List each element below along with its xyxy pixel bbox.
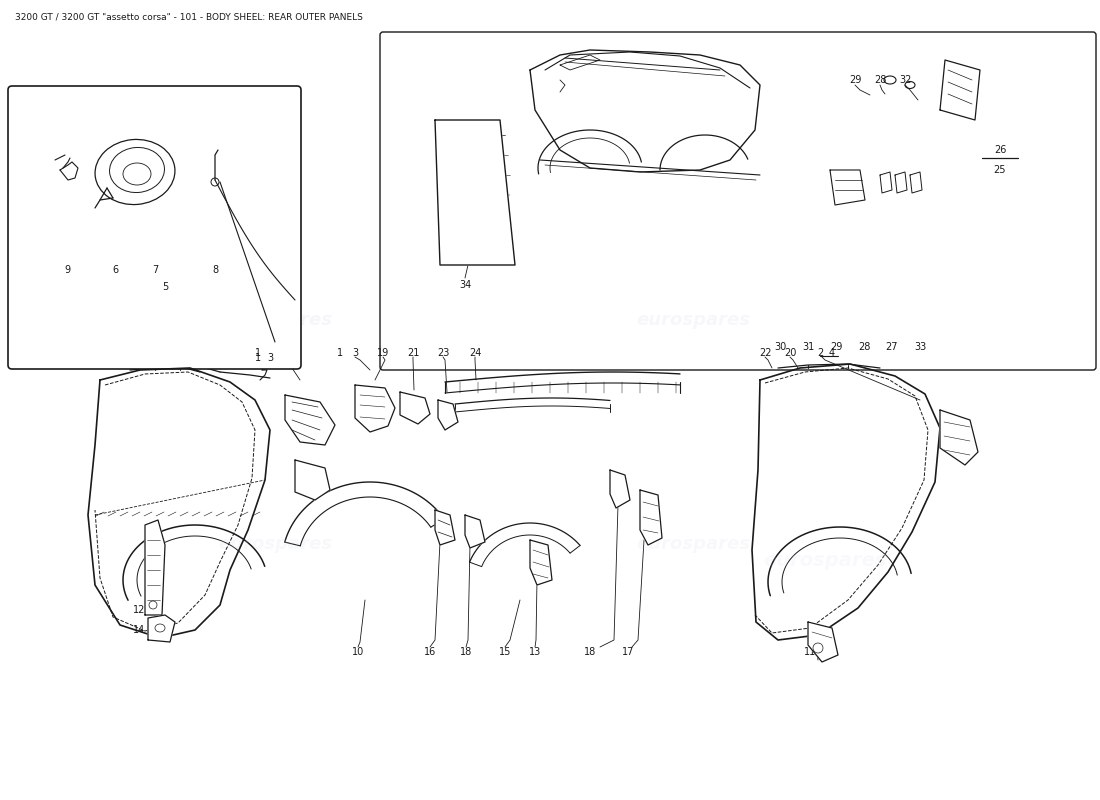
Text: eurospares: eurospares [218, 535, 332, 553]
Text: 18: 18 [584, 647, 596, 657]
Text: eurospares: eurospares [636, 311, 750, 329]
Polygon shape [434, 510, 455, 545]
Text: 5: 5 [162, 282, 168, 292]
Text: 15: 15 [498, 647, 512, 657]
Polygon shape [400, 392, 430, 424]
Polygon shape [438, 400, 458, 430]
Polygon shape [285, 395, 336, 445]
Polygon shape [530, 540, 552, 585]
Text: 17: 17 [621, 647, 635, 657]
Text: 33: 33 [914, 342, 926, 352]
Text: 7: 7 [152, 265, 158, 275]
FancyBboxPatch shape [8, 86, 301, 369]
Text: 25: 25 [993, 165, 1007, 175]
Text: 31: 31 [802, 342, 814, 352]
FancyBboxPatch shape [379, 32, 1096, 370]
Text: eurospares: eurospares [218, 311, 332, 329]
Text: 21: 21 [407, 348, 419, 358]
Text: 13: 13 [529, 647, 541, 657]
Text: 28: 28 [858, 342, 870, 352]
Text: 2: 2 [817, 348, 823, 358]
Text: 19: 19 [377, 348, 389, 358]
Text: 10: 10 [352, 647, 364, 657]
Polygon shape [295, 460, 330, 500]
Polygon shape [465, 515, 485, 548]
Text: 1: 1 [337, 348, 343, 358]
Text: 3: 3 [267, 353, 273, 363]
Text: 12: 12 [133, 605, 145, 615]
Text: 32: 32 [899, 75, 911, 85]
Polygon shape [640, 490, 662, 545]
Text: 8: 8 [212, 265, 218, 275]
Polygon shape [145, 520, 165, 615]
Polygon shape [940, 60, 980, 120]
Text: 28: 28 [873, 75, 887, 85]
Text: 9: 9 [64, 265, 70, 275]
Text: 14: 14 [133, 625, 145, 635]
Text: 4: 4 [829, 348, 835, 358]
Text: 22: 22 [759, 348, 771, 358]
Text: 11: 11 [804, 647, 816, 657]
Text: 20: 20 [784, 348, 796, 358]
Polygon shape [148, 615, 175, 642]
Text: 18: 18 [460, 647, 472, 657]
Polygon shape [808, 622, 838, 662]
Text: 3: 3 [352, 348, 359, 358]
Text: 24: 24 [469, 348, 481, 358]
Polygon shape [434, 120, 515, 265]
Text: 26: 26 [993, 145, 1007, 155]
Text: 1: 1 [255, 353, 261, 363]
Text: 23: 23 [437, 348, 449, 358]
Polygon shape [355, 385, 395, 432]
Text: 34: 34 [459, 280, 471, 290]
Polygon shape [940, 410, 978, 465]
Text: eurospares: eurospares [763, 550, 887, 570]
Text: 30: 30 [774, 342, 786, 352]
Text: 29: 29 [849, 75, 861, 85]
Text: 6: 6 [112, 265, 118, 275]
Text: 27: 27 [886, 342, 899, 352]
Text: 29: 29 [829, 342, 843, 352]
Text: 16: 16 [424, 647, 436, 657]
Text: eurospares: eurospares [636, 535, 750, 553]
Text: 1: 1 [255, 348, 261, 358]
Text: 3200 GT / 3200 GT "assetto corsa" - 101 - BODY SHEEL: REAR OUTER PANELS: 3200 GT / 3200 GT "assetto corsa" - 101 … [15, 13, 363, 22]
Polygon shape [610, 470, 630, 508]
